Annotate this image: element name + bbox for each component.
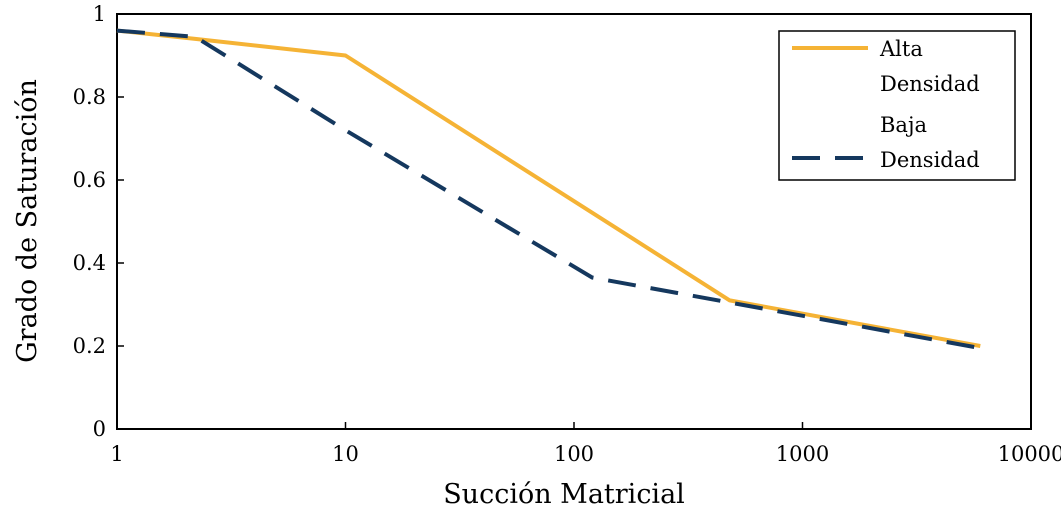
legend-label-alta-line2: Densidad [880,72,980,96]
y-tick-label: 0.8 [73,85,106,109]
y-tick-label: 1 [93,2,106,26]
legend-label-baja-line2: Densidad [880,148,980,172]
y-tick-label: 0.4 [73,251,106,275]
y-tick-label: 0 [93,417,106,441]
x-tick-label: 1 [110,442,123,466]
legend: Alta Densidad Baja Densidad [778,30,1016,181]
x-axis-label: Succión Matricial [443,479,685,508]
x-tick-label: 1000 [776,442,829,466]
x-tick-label: 100 [554,442,594,466]
y-tick-label: 0.2 [73,334,106,358]
legend-box [778,30,1016,181]
legend-label-baja-line1: Baja [880,113,927,137]
legend-label-alta-line1: Alta [879,37,923,61]
y-tick-label: 0.6 [73,168,106,192]
series-layer [116,28,981,351]
y-axis-label: Grado de Saturación [12,79,43,363]
series-line-baja-densidad [116,28,981,351]
x-tick-label: 10 [332,442,359,466]
axis-ticks: 1 10 100 1000 10000 0 0.2 0.4 0.6 0.8 1 [73,2,1061,466]
x-tick-label: 10000 [998,442,1061,466]
